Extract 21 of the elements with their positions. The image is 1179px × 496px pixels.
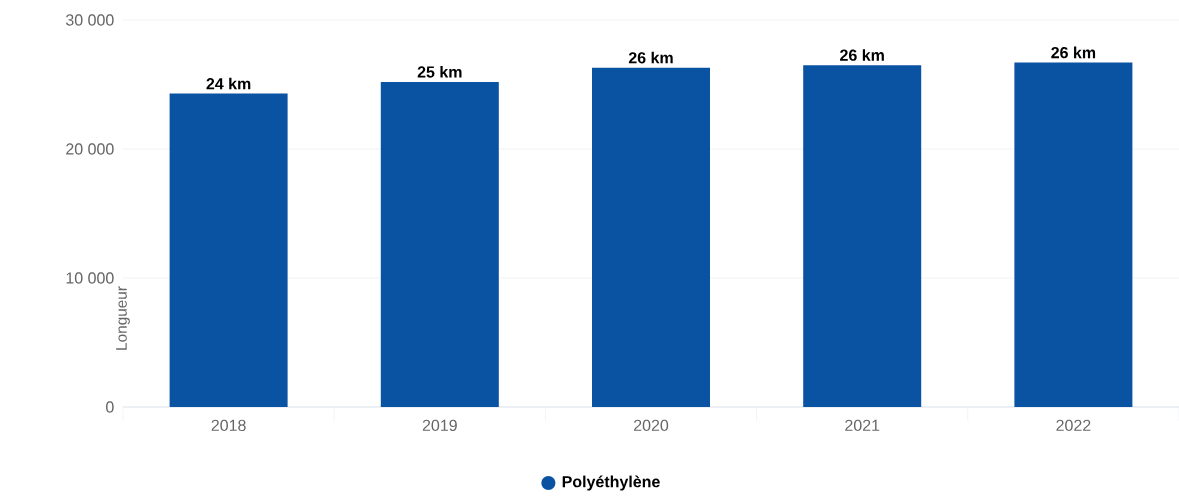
y-tick-label: 0 [106,401,114,413]
y-tick-label: 20 000 [66,143,114,155]
annotation: 25 km [417,65,462,78]
annotation: 26 km [840,49,884,61]
bar [592,67,710,407]
annotation: 26 km [628,51,673,64]
x-tick-label: 2018 [211,419,246,432]
bar [380,81,499,407]
x-tick-label: 2019 [422,419,457,432]
x-tick-label: 2020 [634,419,669,432]
bar [803,65,922,407]
x-tick-label: 2022 [1056,419,1091,432]
x-tick-label: 2021 [845,419,880,432]
annotation: 24 km [206,77,251,90]
y-tick-label: 30 000 [65,14,114,26]
bar [1014,62,1133,407]
y-tick-label: 10 000 [66,272,114,284]
bar [169,93,288,407]
y-axis-title: Longueur [116,286,130,350]
annotation: 26 km [1051,46,1096,59]
legend-label: Polyéthylène [562,475,660,491]
